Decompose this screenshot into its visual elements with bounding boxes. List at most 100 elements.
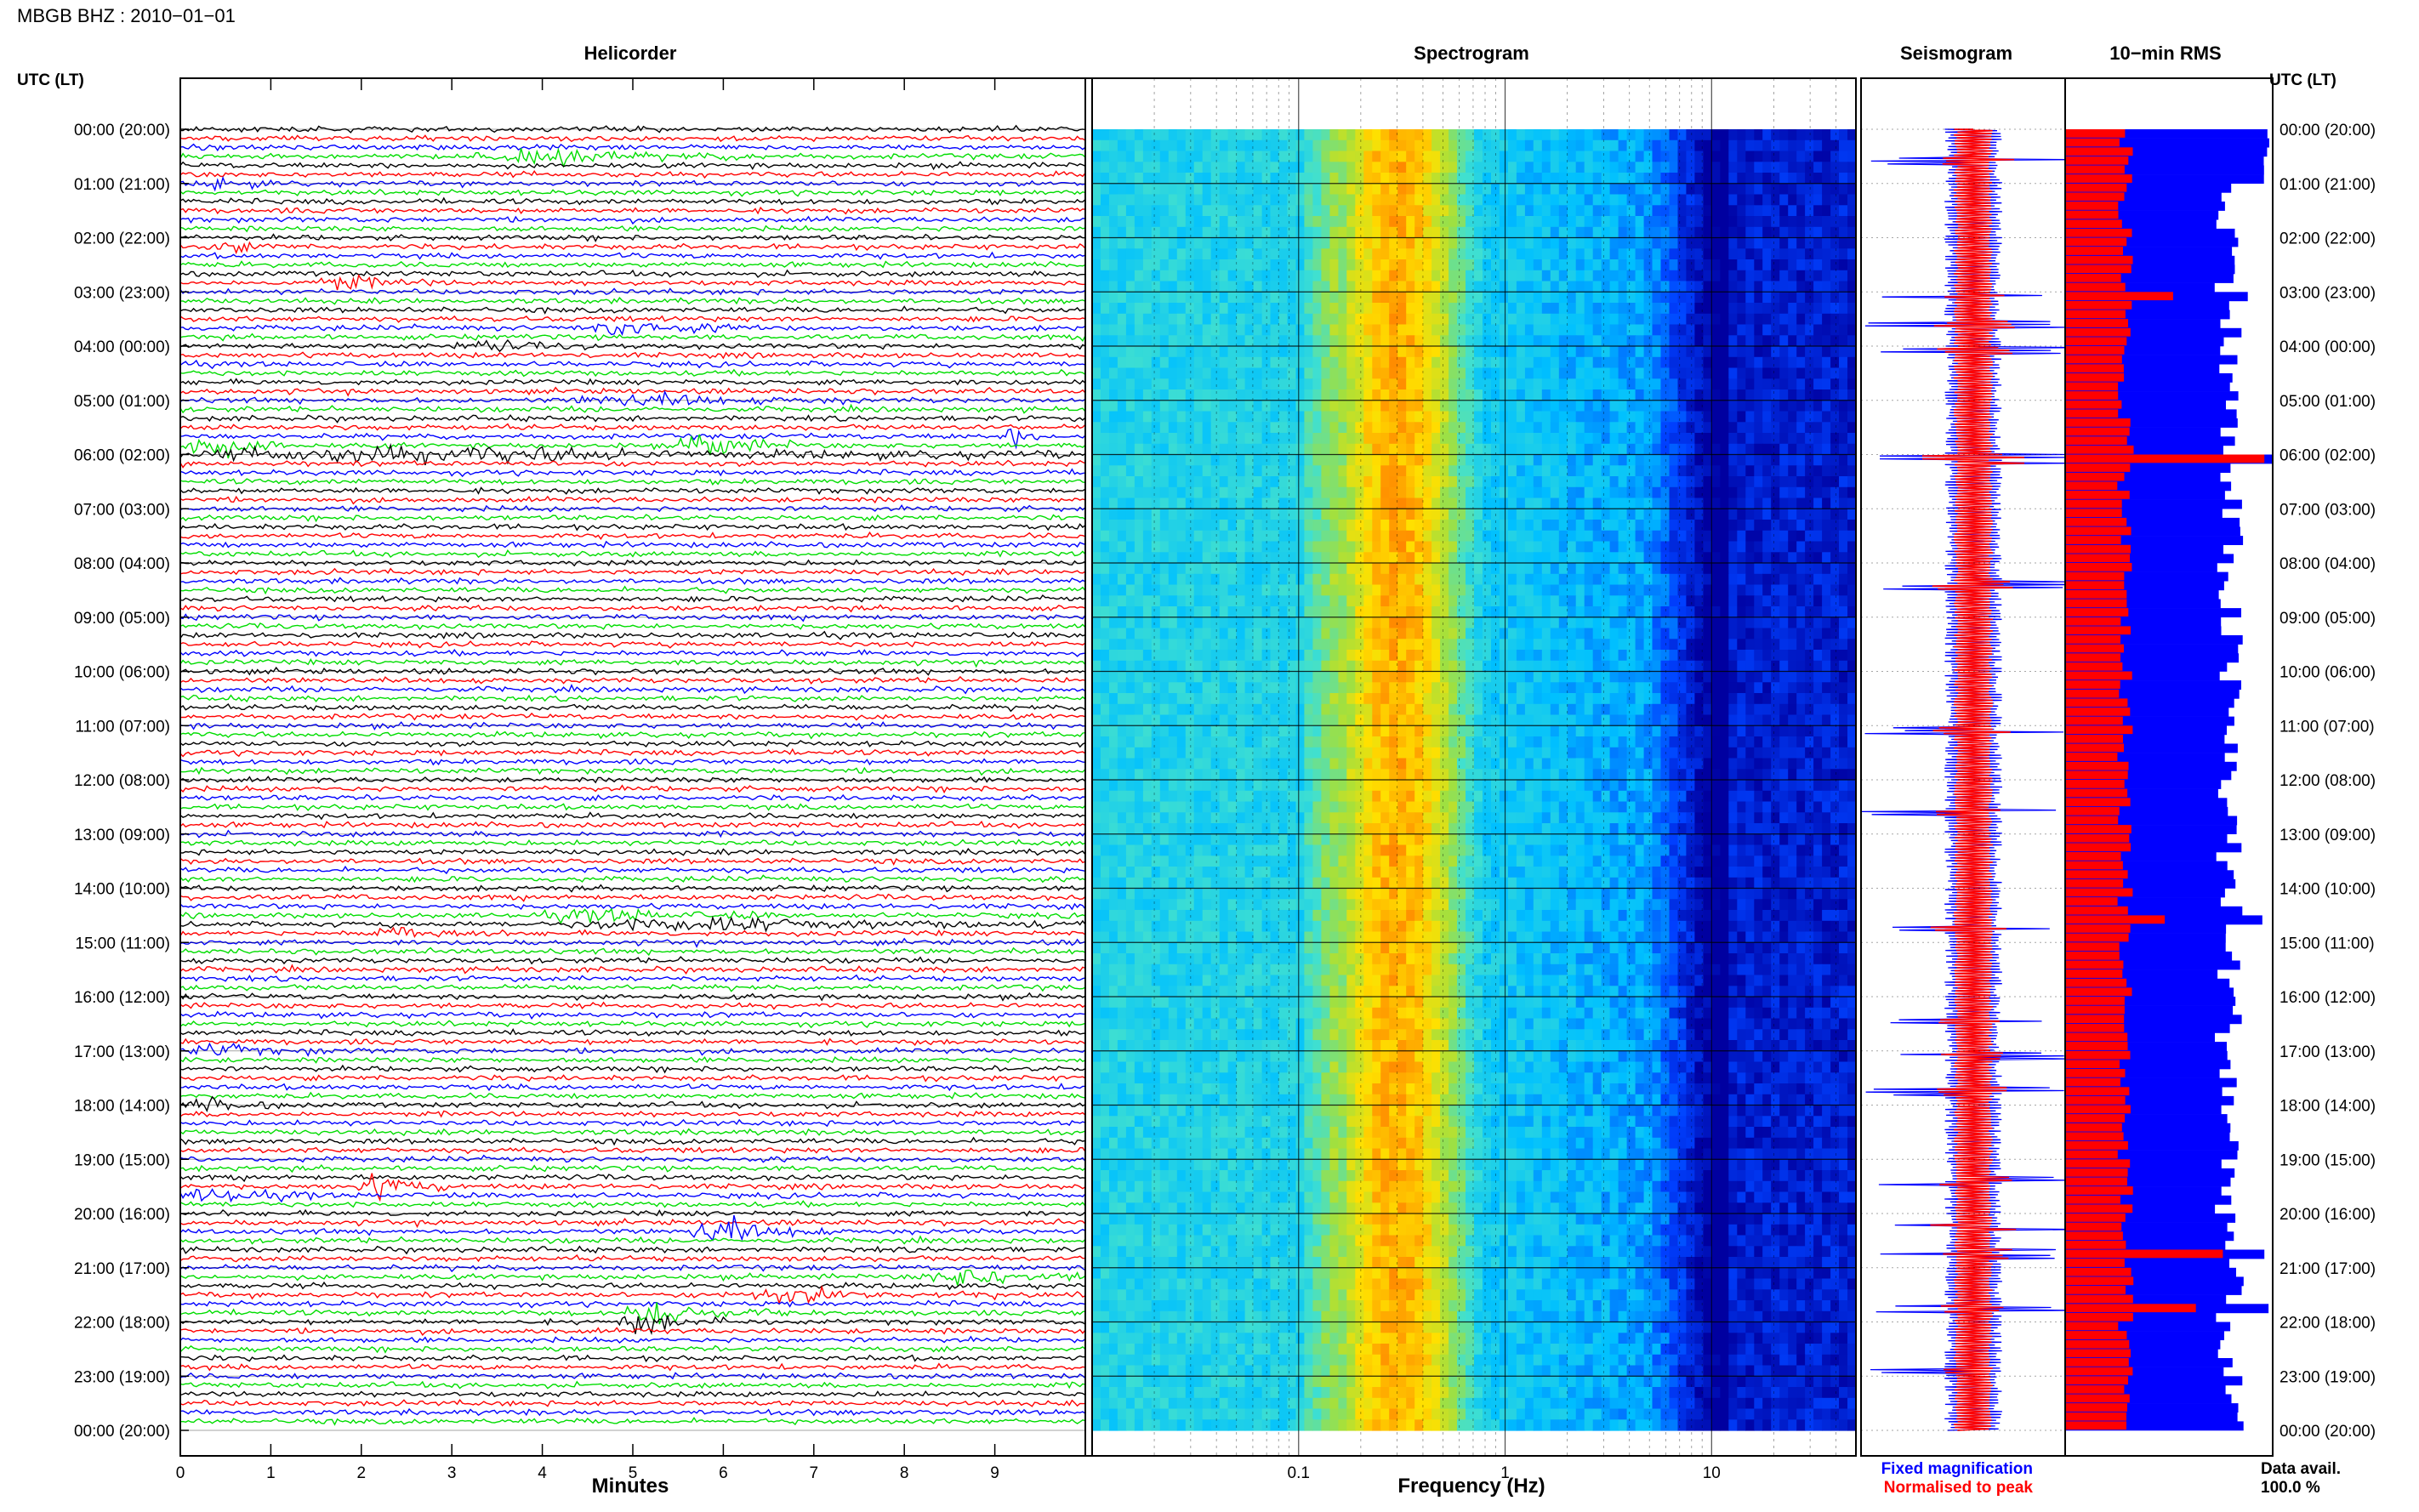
rms-fixed-bar: [2065, 481, 2232, 492]
rms-normalised-bar: [2065, 436, 2127, 446]
hour-tick-label-right: 23:00 (19:00): [2280, 1368, 2376, 1386]
rms-fixed-bar: [2065, 382, 2230, 392]
rms-normalised-bar: [2065, 698, 2128, 708]
rms-fixed-bar: [2065, 1114, 2228, 1123]
helicorder-trace: [179, 1269, 1086, 1286]
hour-tick-label-left: 02:00 (22:00): [74, 230, 170, 248]
rms-normalised-bar: [2065, 409, 2119, 418]
helicorder-trace: [179, 386, 1086, 397]
helicorder-trace: [179, 577, 1086, 585]
rms-fixed-bar: [2065, 1222, 2228, 1232]
rms-normalised-bar: [2065, 626, 2131, 635]
helicorder-trace: [179, 233, 1086, 243]
helicorder-trace: [179, 147, 1086, 168]
rms-normalised-bar: [2065, 1105, 2131, 1114]
rms-normalised-bar: [2065, 138, 2120, 147]
helicorder-trace: [179, 740, 1086, 748]
helicorder-trace: [179, 1118, 1086, 1128]
helicorder-trace: [179, 640, 1086, 649]
rms-fixed-bar: [2065, 698, 2234, 708]
rms-fixed-bar: [2065, 644, 2239, 654]
rms-normalised-bar: [2065, 264, 2132, 274]
rms-normalised-bar: [2065, 581, 2125, 590]
helicorder-trace: [179, 378, 1086, 386]
rms-fixed-bar: [2065, 1195, 2232, 1205]
rms-normalised-bar: [2065, 228, 2132, 237]
helicorder-trace: [179, 1037, 1086, 1047]
rms-fixed-bar: [2065, 228, 2235, 238]
rms-fixed-bar: [2065, 1421, 2244, 1431]
rms-fixed-bar: [2065, 753, 2225, 762]
rms-normalised-bar: [2065, 780, 2125, 788]
helicorder-trace: [179, 1091, 1086, 1100]
helicorder-trace: [179, 1281, 1086, 1291]
helicorder-trace: [179, 811, 1086, 821]
helicorder-trace: [179, 622, 1086, 631]
rms-normalised-bar: [2065, 282, 2126, 292]
helicorder-trace: [179, 1372, 1086, 1380]
helicorder-trace: [179, 567, 1086, 577]
helicorder-trace: [179, 514, 1086, 523]
helicorder-trace: [179, 1074, 1086, 1083]
rms-normalised-bar: [2065, 463, 2131, 472]
helicorder-trace: [179, 196, 1086, 206]
hour-tick-label-left: 12:00 (08:00): [74, 772, 170, 790]
rms-fixed-bar: [2065, 129, 2268, 139]
helicorder-trace: [179, 1188, 1086, 1203]
rms-normalised-bar: [2065, 1077, 2120, 1087]
rms-fixed-bar: [2065, 364, 2220, 374]
hour-tick-label-left: 20:00 (16:00): [74, 1206, 170, 1224]
rms-normalised-bar: [2065, 391, 2119, 400]
helicorder-trace: [179, 1154, 1086, 1163]
rms-normalised-bar: [2065, 1069, 2126, 1077]
rms-normalised-bar: [2065, 1141, 2128, 1150]
rms-normalised-bar: [2065, 806, 2120, 816]
rms-fixed-bar: [2065, 725, 2227, 736]
helicorder-trace: [179, 1398, 1085, 1407]
hour-tick-label-right: 13:00 (09:00): [2280, 827, 2376, 844]
rms-normalised-bar: [2065, 292, 2173, 301]
rms-fixed-bar: [2065, 1077, 2237, 1088]
helicorder-trace: [179, 747, 1086, 758]
rms-fixed-bar: [2065, 1331, 2224, 1340]
helicorder-trace: [179, 495, 1086, 505]
helicorder-trace: [179, 974, 1086, 983]
rms-fixed-bar: [2065, 571, 2228, 582]
hour-tick-label-right: 05:00 (01:00): [2280, 393, 2376, 411]
spectrogram-plot: [1091, 78, 1857, 1456]
helicorder-trace: [179, 333, 1086, 343]
helicorder-trace: [179, 1208, 1086, 1218]
rms-fixed-bar: [2065, 788, 2218, 799]
data-availability-label: Data avail.: [2261, 1460, 2341, 1478]
rms-fixed-bar: [2065, 798, 2228, 808]
rms-normalised-bar: [2065, 445, 2134, 454]
hour-tick-label-right: 03:00 (23:00): [2280, 284, 2376, 302]
rms-normalised-bar: [2065, 517, 2127, 526]
rms-normalised-bar: [2065, 1339, 2130, 1349]
helicorder-trace: [179, 683, 1086, 695]
rms-fixed-bar: [2065, 1005, 2234, 1015]
helicorder-trace: [179, 857, 1086, 866]
legend-fixed-magnification: Fixed magnification: [1881, 1460, 2033, 1478]
helicorder-trace: [179, 206, 1086, 215]
rms-normalised-bar: [2065, 861, 2123, 870]
helicorder-trace: [179, 368, 1086, 378]
helicorder-trace: [179, 1417, 1086, 1426]
rms-normalised-bar: [2065, 1177, 2127, 1186]
helicorder-trace: [179, 1390, 1086, 1398]
helicorder-trace: [179, 675, 1086, 685]
rms-normalised-bar: [2065, 1214, 2126, 1222]
rms-normalised-bar: [2065, 798, 2131, 807]
hour-tick-label-right: 08:00 (04:00): [2280, 555, 2376, 573]
data-availability-value: 100.0 %: [2261, 1479, 2320, 1497]
rms-fixed-bar: [2065, 1276, 2244, 1287]
helicorder-trace: [179, 1042, 1086, 1057]
helicorder-trace: [179, 1362, 1086, 1372]
rms-fixed-bar: [2065, 1177, 2231, 1187]
minute-tick-label: 8: [900, 1464, 909, 1482]
rms-fixed-bar: [2065, 346, 2221, 355]
rms-normalised-bar: [2065, 382, 2119, 391]
left-hour-ticks: 00:00 (20:00) 01:00 (21:00) 02:00 (22:00) 0…: [74, 122, 189, 1441]
rms-normalised-bar: [2065, 608, 2129, 617]
rms-normalised-bar: [2065, 734, 2123, 743]
